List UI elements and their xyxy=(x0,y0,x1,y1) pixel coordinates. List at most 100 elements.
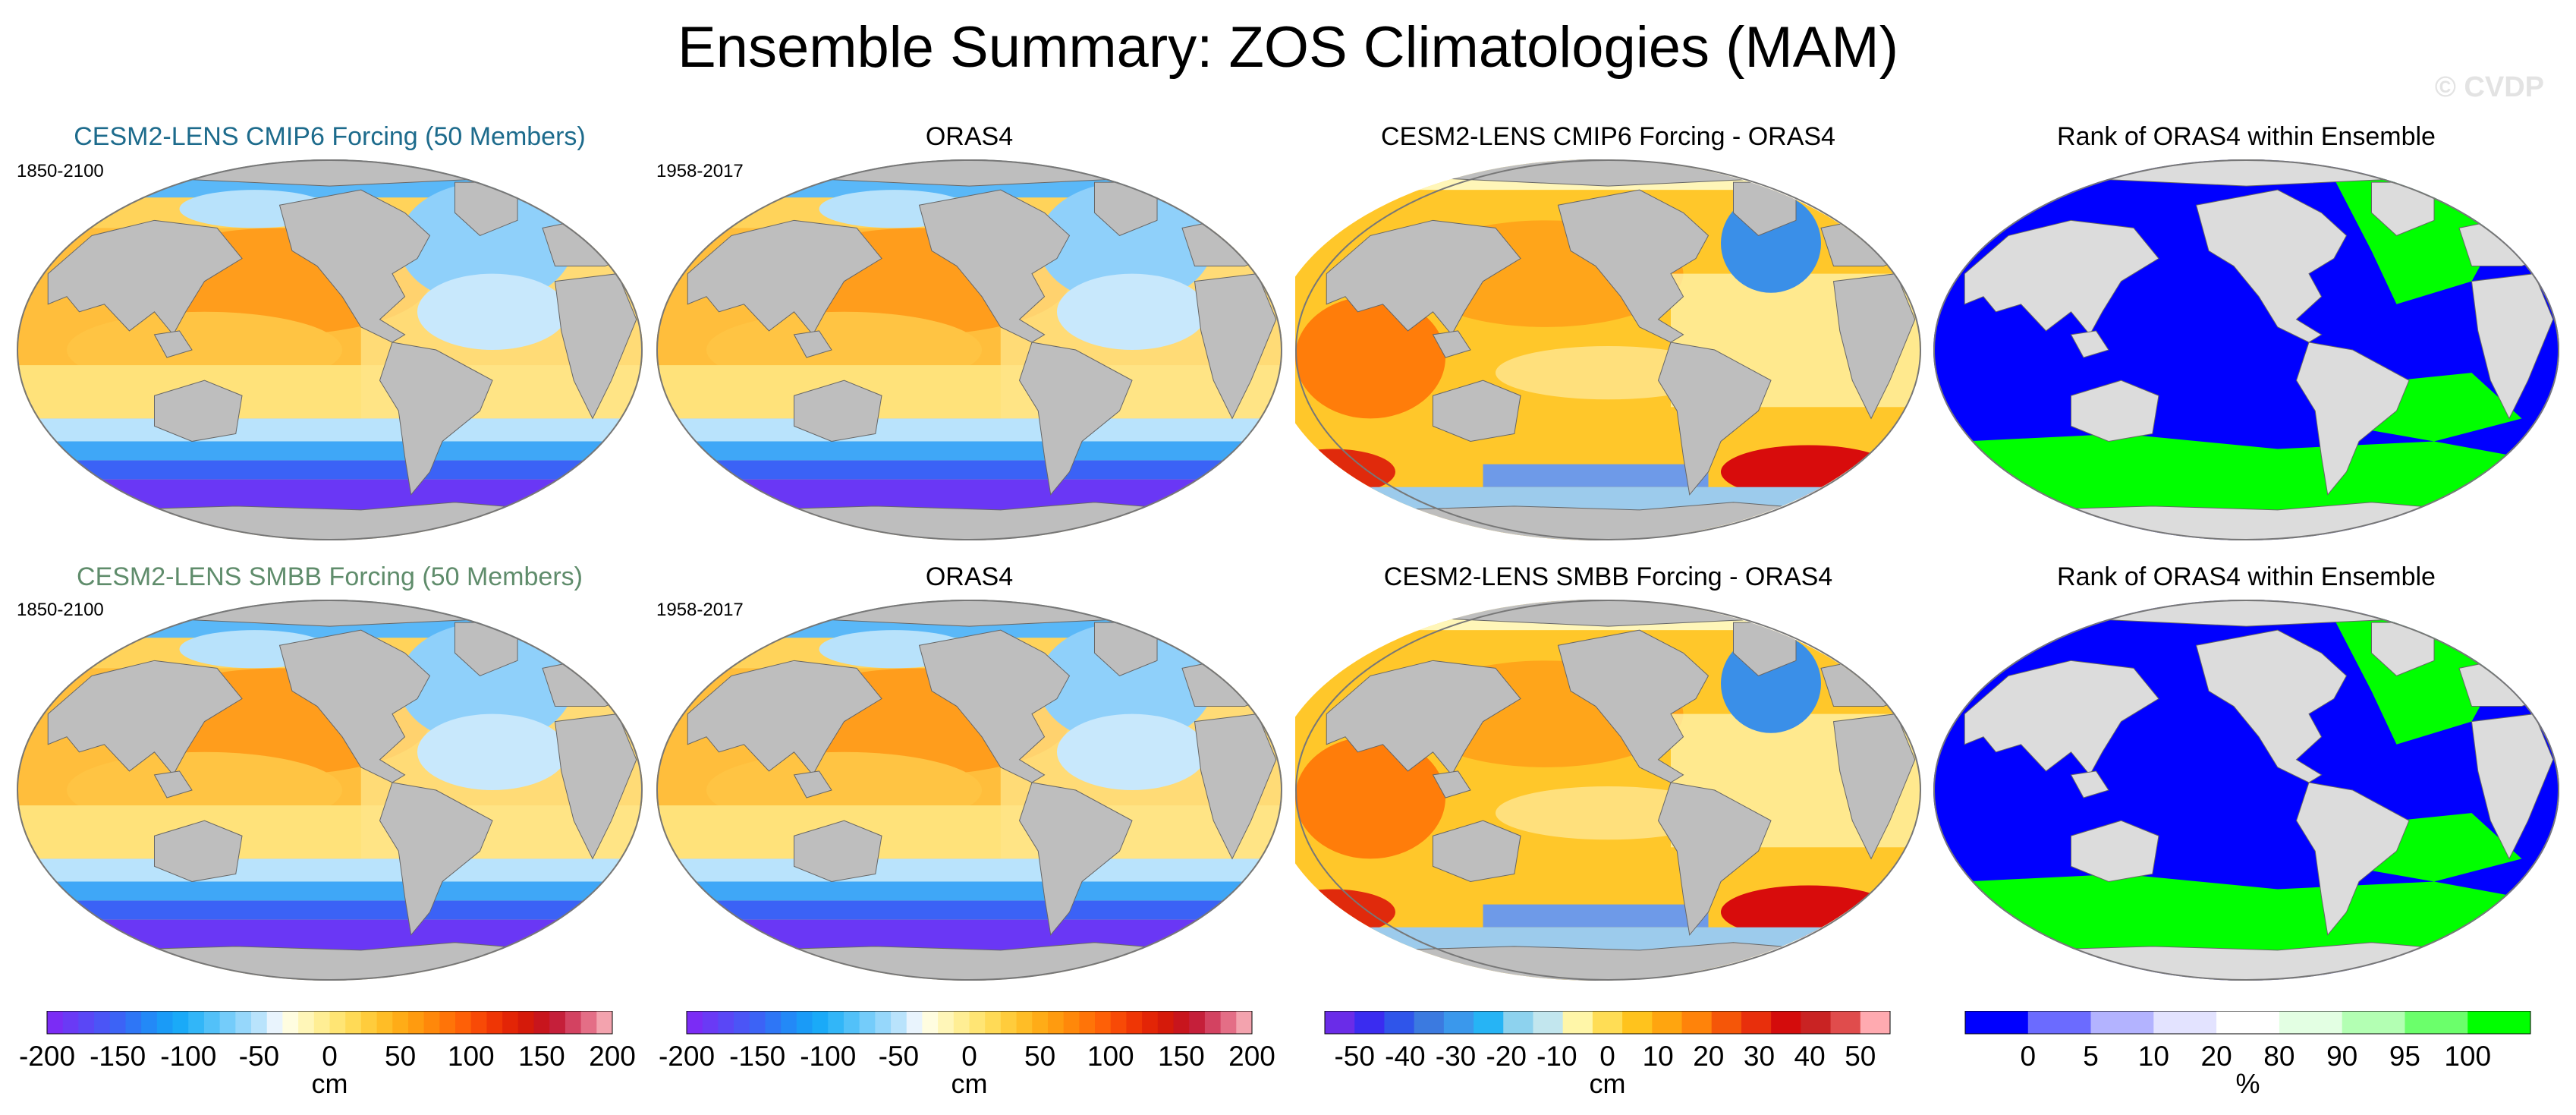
colorbar-swatch xyxy=(1126,1011,1143,1034)
colorbar-tick-label: -50 xyxy=(1334,1041,1374,1072)
colorbar-swatch xyxy=(1771,1011,1801,1034)
colorbar-swatch xyxy=(266,1011,283,1034)
land-seasia xyxy=(2071,331,2109,357)
colorbar-tick-label: -100 xyxy=(800,1041,856,1072)
land-australia xyxy=(155,380,243,441)
colorbar-swatch xyxy=(203,1011,221,1034)
colorbar-unit-clim-1: cm xyxy=(311,1068,348,1099)
colorbar-swatch xyxy=(2216,1011,2280,1034)
colorbar-swatch xyxy=(953,1011,970,1034)
map-rank-r2-c4 xyxy=(1933,600,2559,981)
land-seasia xyxy=(2071,771,2109,798)
colorbar-swatch xyxy=(1562,1011,1593,1034)
colorbar-swatch xyxy=(172,1011,189,1034)
land-australia xyxy=(1433,821,1521,881)
colorbar-clim-1: -200 -150 -100 -50 0 50 100 150 200 xyxy=(19,1011,636,1072)
colorbar-tick-label: -200 xyxy=(19,1041,75,1072)
map-diff-r2-c3 xyxy=(1295,600,1921,981)
colorbar-swatch xyxy=(392,1011,409,1034)
colorbar-swatch xyxy=(1016,1011,1033,1034)
land-namerica xyxy=(920,190,1070,342)
land-seasia xyxy=(794,771,832,798)
colorbar-tick-label: -30 xyxy=(1436,1041,1476,1072)
colorbar-rank: 0 5 10 20 80 90 95 100 xyxy=(1964,1011,2531,1072)
colorbar-tick-label: 80 xyxy=(2263,1041,2294,1072)
colorbar-swatch xyxy=(1830,1011,1861,1034)
colorbar-swatch xyxy=(1325,1011,1355,1034)
colorbar-swatch xyxy=(734,1011,750,1034)
colorbar-swatch xyxy=(1741,1011,1772,1034)
colorbar-tick-label: 90 xyxy=(2326,1041,2357,1072)
map-clim-r2-c2 xyxy=(656,600,1282,981)
colorbar-swatch xyxy=(781,1011,797,1034)
colorbar-swatch xyxy=(1474,1011,1504,1034)
colorbar-tick-label: -150 xyxy=(729,1041,785,1072)
colorbar-swatch xyxy=(125,1011,142,1034)
land-seasia xyxy=(1433,331,1471,357)
colorbar-swatch xyxy=(891,1011,907,1034)
colorbar-swatch xyxy=(62,1011,79,1034)
colorbar-tick-label: 20 xyxy=(1693,1041,1724,1072)
colorbar-swatch xyxy=(922,1011,939,1034)
colorbar-swatch xyxy=(251,1011,268,1034)
colorbar-swatch xyxy=(549,1011,566,1034)
colorbar-swatch xyxy=(298,1011,315,1034)
colorbar-tick-label: 30 xyxy=(1744,1041,1775,1072)
colorbar-tick-label: -10 xyxy=(1536,1041,1577,1072)
colorbar-tick-label: 200 xyxy=(589,1041,636,1072)
land-samerica xyxy=(1659,783,1772,935)
land-namerica xyxy=(280,190,430,342)
colorbar-swatch xyxy=(1354,1011,1385,1034)
colorbar-swatch xyxy=(702,1011,719,1034)
land-namerica xyxy=(280,630,430,783)
colorbar-swatch xyxy=(2467,1011,2531,1034)
colorbar-tick-label: 100 xyxy=(448,1041,495,1072)
colorbar-swatch xyxy=(1204,1011,1222,1034)
colorbar-tick-label: 95 xyxy=(2389,1041,2420,1072)
colorbar-tick-label: 0 xyxy=(2020,1041,2036,1072)
colorbar-swatch xyxy=(486,1011,503,1034)
colorbar-swatch xyxy=(2405,1011,2468,1034)
colorbar-swatch xyxy=(329,1011,346,1034)
colorbar-swatch xyxy=(376,1011,393,1034)
colorbar-swatch xyxy=(2279,1011,2343,1034)
colorbar-tick-label: 0 xyxy=(1599,1041,1615,1072)
colorbar-swatch xyxy=(1220,1011,1237,1034)
colorbar-swatch xyxy=(906,1011,923,1034)
colorbar-tick-label: 0 xyxy=(961,1041,977,1072)
colorbar-swatch xyxy=(1503,1011,1533,1034)
colorbar-swatch xyxy=(94,1011,111,1034)
colorbar-swatch xyxy=(1860,1011,1891,1034)
colorbar-unit-diff: cm xyxy=(1589,1068,1626,1099)
period-label-r1-c2: 1958-2017 xyxy=(656,161,744,181)
colorbar-swatch xyxy=(1384,1011,1415,1034)
colorbar-swatch xyxy=(565,1011,582,1034)
colorbar-swatch xyxy=(502,1011,519,1034)
colorbar-swatch xyxy=(765,1011,782,1034)
colorbar-tick-label: -150 xyxy=(90,1041,146,1072)
land-seasia xyxy=(1433,771,1471,798)
colorbar-swatch xyxy=(2342,1011,2405,1034)
colorbar-swatch xyxy=(828,1011,845,1034)
panel-title-r2-c1: CESM2-LENS SMBB Forcing (50 Members) xyxy=(77,562,583,591)
colorbar-tick-label: 50 xyxy=(1024,1041,1055,1072)
colorbar-swatch xyxy=(1110,1011,1127,1034)
colorbar-tick-label: -40 xyxy=(1385,1041,1425,1072)
colorbar-swatch xyxy=(1000,1011,1018,1034)
colorbar-tick-label: -50 xyxy=(239,1041,279,1072)
land-samerica xyxy=(380,783,493,935)
figure-title: Ensemble Summary: ZOS Climatologies (MAM… xyxy=(677,15,1899,80)
colorbar-swatch xyxy=(47,1011,64,1034)
land-australia xyxy=(1433,380,1521,441)
land-samerica xyxy=(1659,342,1772,495)
colorbar-swatch xyxy=(1622,1011,1653,1034)
colorbar-swatch xyxy=(219,1011,236,1034)
colorbar-swatch xyxy=(455,1011,472,1034)
land-namerica xyxy=(2197,630,2347,783)
colorbar-swatch xyxy=(360,1011,378,1034)
period-label-r2-c1: 1850-2100 xyxy=(17,600,104,620)
colorbar-tick-label: -50 xyxy=(879,1041,919,1072)
colorbar-tick-label: 10 xyxy=(2138,1041,2169,1072)
land-namerica xyxy=(2197,190,2347,342)
colorbar-tick-label: -20 xyxy=(1486,1041,1526,1072)
